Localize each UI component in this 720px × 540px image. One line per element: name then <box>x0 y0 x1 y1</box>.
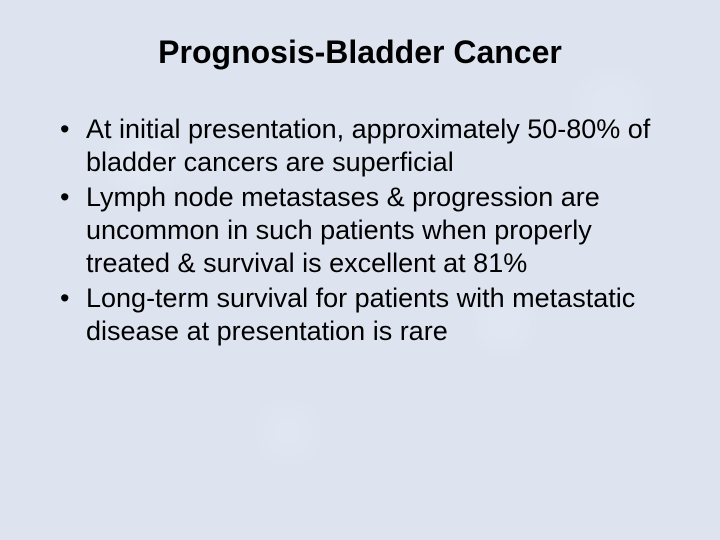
list-item: At initial presentation, approximately 5… <box>56 113 670 179</box>
slide-title: Prognosis-Bladder Cancer <box>50 34 670 71</box>
slide: Prognosis-Bladder Cancer At initial pres… <box>0 0 720 540</box>
list-item: Long-term survival for patients with met… <box>56 282 670 348</box>
list-item: Lymph node metastases & progression are … <box>56 181 670 280</box>
bullet-list: At initial presentation, approximately 5… <box>50 113 670 348</box>
